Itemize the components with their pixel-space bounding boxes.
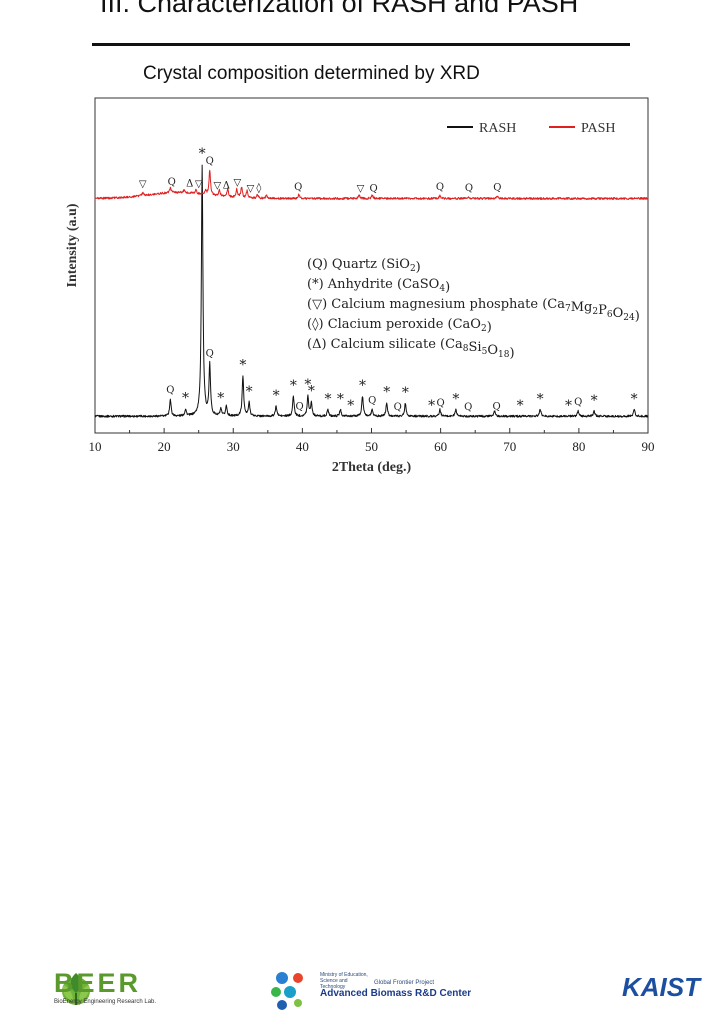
peak-marker: * bbox=[383, 385, 390, 401]
peak-marker: Q bbox=[294, 182, 302, 193]
peak-marker: * bbox=[199, 146, 206, 162]
peak-marker: Q bbox=[465, 183, 473, 194]
beer-logo-subtitle: BioEnergy Engineering Research Lab. bbox=[54, 999, 157, 1005]
peak-marker: Q bbox=[493, 182, 501, 193]
peak-marker: * bbox=[308, 383, 315, 399]
peak-marker: Q bbox=[464, 402, 472, 413]
peak-marker: * bbox=[304, 377, 311, 393]
x-tick-label: 60 bbox=[434, 439, 447, 454]
x-axis-label: 2Theta (deg.) bbox=[332, 460, 412, 475]
x-tick-label: 10 bbox=[89, 439, 102, 454]
peak-marker: * bbox=[324, 391, 331, 407]
peak-marker: * bbox=[359, 378, 366, 394]
peak-marker: * bbox=[565, 398, 572, 414]
x-tick-label: 20 bbox=[158, 439, 171, 454]
phase-legend-item: (Q) Quartz (SiO2) bbox=[307, 257, 421, 275]
peak-marker: * bbox=[290, 378, 297, 394]
x-tick-label: 80 bbox=[572, 439, 585, 454]
x-tick-label: 70 bbox=[503, 439, 516, 454]
phase-legend-item: (*) Anhydrite (CaSO4) bbox=[307, 277, 450, 295]
chart-legend: RASH PASH bbox=[447, 121, 616, 136]
peak-marker: ▽ bbox=[195, 179, 203, 190]
peak-marker: * bbox=[347, 398, 354, 414]
peak-marker: Δ bbox=[223, 180, 230, 191]
peak-marker: Q bbox=[296, 401, 304, 412]
peak-marker: ▽ bbox=[234, 178, 242, 189]
peak-marker: * bbox=[402, 385, 409, 401]
peak-marker: Q bbox=[369, 183, 377, 194]
title-divider bbox=[92, 43, 630, 46]
series-line-pash bbox=[94, 169, 649, 200]
peak-marker: * bbox=[517, 398, 524, 414]
peak-marker: ▽ bbox=[247, 183, 255, 194]
x-tick-label: 50 bbox=[365, 439, 378, 454]
series-line-rash bbox=[94, 164, 649, 418]
slide-title: III. Characterization of RASH and PASH bbox=[100, 0, 579, 18]
chart-frame: 10 20 30 40 50 60 70 80 90 2Theta (deg.) Intensity… bbox=[65, 97, 655, 475]
legend-label-rash: RASH bbox=[479, 121, 516, 136]
phase-legend-item: (◊) Clacium peroxide (CaO2) bbox=[307, 317, 492, 335]
peak-marker: Δ bbox=[186, 179, 193, 190]
peak-marker: * bbox=[239, 358, 246, 374]
phase-legend-item: (Δ) Calcium silicate (Ca8Si5O18) bbox=[307, 337, 515, 361]
peak-marker: * bbox=[537, 392, 544, 408]
abrc-project-text: Global Frontier Project bbox=[374, 980, 435, 986]
peak-marker: Q bbox=[368, 395, 376, 406]
peak-marker: * bbox=[273, 388, 280, 404]
chart-series bbox=[94, 164, 649, 418]
peak-marker: Q bbox=[206, 156, 214, 167]
slide-subtitle: Crystal composition determined by XRD bbox=[143, 63, 480, 84]
peak-marker: * bbox=[337, 391, 344, 407]
peak-marker: Q bbox=[436, 182, 444, 193]
peak-marker: * bbox=[591, 393, 598, 409]
peak-marker: Q bbox=[493, 401, 501, 412]
x-tick-label: 90 bbox=[642, 439, 655, 454]
y-axis-label: Intensity (a.u) bbox=[65, 203, 80, 287]
peak-marker: * bbox=[217, 390, 224, 406]
peak-marker: Q bbox=[394, 402, 402, 413]
peak-marker: ▽ bbox=[357, 183, 365, 194]
footer: BEER BioEnergy Engineering Research Lab.… bbox=[0, 480, 720, 1010]
peak-marker: * bbox=[452, 392, 459, 408]
peak-marker: * bbox=[428, 398, 435, 414]
peak-marker: Q bbox=[206, 348, 214, 359]
beer-logo-text: BEER bbox=[54, 968, 142, 998]
legend-label-pash: PASH bbox=[581, 121, 616, 136]
abrc-center-name: Advanced Biomass R&D Center bbox=[320, 988, 472, 999]
peak-marker: ◊ bbox=[256, 182, 261, 194]
kaist-logo: KAIST bbox=[622, 972, 700, 1002]
xrd-chart: 10 20 30 40 50 60 70 80 90 2Theta (deg.) Intensity… bbox=[65, 97, 655, 475]
peak-marker: ▽ bbox=[139, 179, 147, 190]
peak-marker: Q bbox=[168, 177, 176, 188]
x-tick-label: 30 bbox=[227, 439, 240, 454]
peak-marker: Q bbox=[437, 398, 445, 409]
abrc-logo-icon bbox=[271, 972, 303, 1010]
peak-marker: * bbox=[246, 384, 253, 400]
peak-marker: * bbox=[182, 391, 189, 407]
phase-legend-item: (▽) Calcium magnesium phosphate (Ca7Mg2P… bbox=[307, 297, 640, 324]
phase-legend: (Q) Quartz (SiO2) (*) Anhydrite (CaSO4) (▽… bbox=[307, 257, 640, 361]
peak-marker: Q bbox=[166, 385, 174, 396]
peak-marker: ▽ bbox=[213, 181, 221, 192]
peak-marker: Q bbox=[574, 397, 582, 408]
peak-annotations: ▽ Q Δ ▽Q▽ Δ ▽▽ ◊ Q ▽ Q Q Q Q*QQ * *** ** *Q* * * **Q*Q** Q *Q… bbox=[139, 146, 638, 414]
peak-marker: * bbox=[631, 392, 638, 408]
x-tick-label: 40 bbox=[296, 439, 309, 454]
